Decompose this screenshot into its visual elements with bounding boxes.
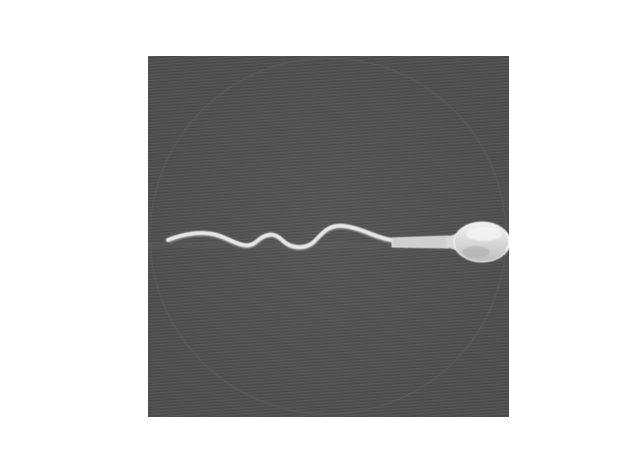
- sperm-tail: [165, 223, 395, 250]
- micrograph-image: [148, 56, 509, 417]
- sperm-cell: [165, 221, 509, 263]
- streak-artifact: [148, 242, 509, 248]
- sperm-tail-shadow: [169, 228, 393, 251]
- sperm-midpiece: [391, 235, 449, 249]
- sperm-head-highlight: [466, 227, 502, 241]
- sperm-head-tip: [503, 231, 509, 251]
- micrograph-svg: [148, 56, 509, 417]
- sperm-head-shade: [462, 246, 490, 258]
